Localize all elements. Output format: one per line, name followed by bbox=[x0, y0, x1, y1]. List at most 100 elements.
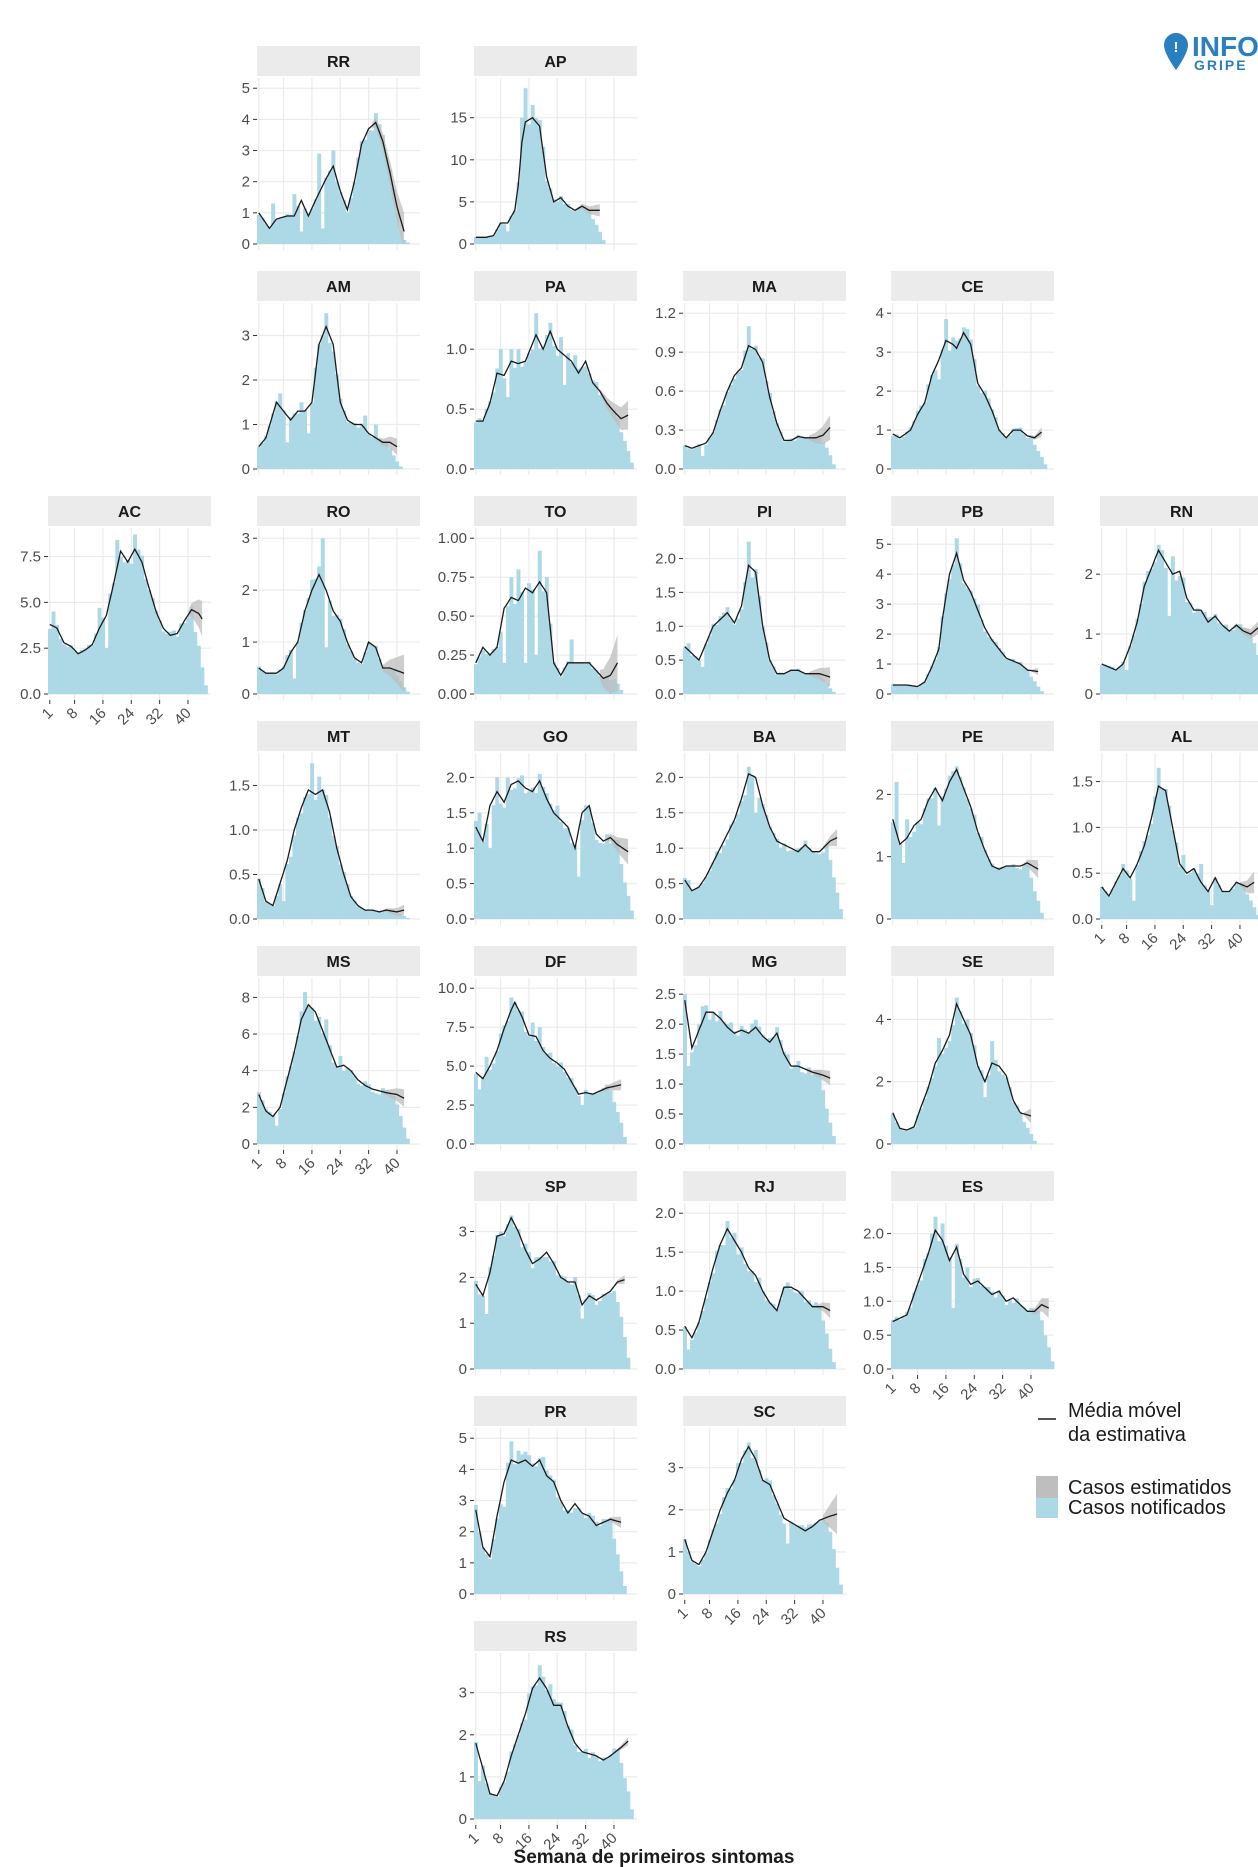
bar-notified bbox=[1018, 1113, 1023, 1144]
bar-notified bbox=[474, 1742, 478, 1819]
bar-notified bbox=[544, 1053, 549, 1144]
bar-notified bbox=[285, 442, 290, 469]
bar-notified bbox=[271, 906, 276, 919]
bar-notified bbox=[523, 1032, 528, 1144]
bar-notified bbox=[334, 1066, 339, 1144]
bar-notified bbox=[972, 598, 977, 694]
bar-notified bbox=[796, 848, 801, 919]
bar-notified bbox=[743, 350, 748, 469]
y-tick-label: 0 bbox=[242, 461, 250, 478]
bar-notified bbox=[739, 609, 744, 694]
bar-notified bbox=[919, 684, 924, 694]
bar-notified bbox=[718, 1245, 723, 1369]
y-tick-label: 1 bbox=[876, 656, 884, 673]
bar-notified bbox=[940, 1053, 945, 1144]
y-tick-label: 4 bbox=[242, 111, 250, 128]
bar-notified bbox=[555, 1066, 560, 1144]
bar-notified bbox=[523, 88, 528, 244]
bar-notified bbox=[530, 1268, 535, 1369]
bar-notified bbox=[979, 1285, 984, 1369]
bar-notified bbox=[405, 1138, 410, 1144]
bar-notified bbox=[760, 626, 765, 694]
bar-notified bbox=[495, 777, 500, 919]
bar-notified bbox=[799, 1290, 804, 1369]
bar-notified bbox=[915, 1285, 920, 1369]
moving-average-line bbox=[475, 1000, 622, 1095]
bar-notified bbox=[1238, 623, 1243, 694]
bar-notified bbox=[796, 668, 801, 694]
bar-notified bbox=[267, 903, 272, 919]
y-tick-label: 0.5 bbox=[655, 1106, 676, 1123]
bar-notified bbox=[1029, 877, 1034, 919]
bar-notified bbox=[768, 1037, 772, 1144]
bar-notified bbox=[736, 618, 741, 694]
bar-notified bbox=[1000, 866, 1005, 919]
bar-notified bbox=[281, 901, 286, 919]
bar-notified bbox=[264, 901, 269, 919]
bar-notified bbox=[1015, 662, 1019, 694]
bar-notified bbox=[594, 1521, 599, 1594]
y-tick-label: 0 bbox=[668, 1586, 676, 1603]
y-tick-label: 2 bbox=[242, 174, 250, 191]
bar-notified bbox=[817, 1069, 822, 1144]
bar-notified bbox=[474, 1504, 478, 1594]
bar-notified bbox=[764, 642, 769, 694]
bar-notified bbox=[1007, 866, 1012, 919]
bar-notified bbox=[288, 1066, 293, 1144]
bar-notified bbox=[384, 157, 389, 244]
bar-notified bbox=[150, 597, 155, 694]
bar-notified bbox=[764, 1039, 769, 1144]
bar-notified bbox=[1142, 841, 1147, 919]
facet-title: MA bbox=[752, 279, 777, 296]
moving-average-line bbox=[684, 772, 838, 892]
bar-notified bbox=[894, 684, 899, 694]
bar-notified bbox=[580, 1513, 585, 1594]
bar-notified bbox=[1199, 610, 1204, 694]
facet-title: ES bbox=[962, 1179, 984, 1196]
bar-notified bbox=[683, 877, 687, 919]
bar-notified bbox=[986, 1286, 991, 1369]
bar-notified bbox=[352, 182, 357, 244]
bar-notified bbox=[1241, 884, 1246, 919]
bar-notified bbox=[62, 644, 67, 694]
bar-notified bbox=[125, 559, 130, 694]
bar-notified bbox=[523, 361, 528, 469]
bar-notified bbox=[317, 776, 322, 919]
bar-notified bbox=[796, 1293, 801, 1369]
bar-notified bbox=[481, 650, 486, 694]
bar-notified bbox=[1100, 665, 1104, 694]
bar-notified bbox=[327, 342, 332, 469]
bar-notified bbox=[704, 1552, 709, 1594]
bar-notified bbox=[594, 670, 599, 694]
bar-notified bbox=[1231, 888, 1236, 919]
facet-strip bbox=[891, 496, 1054, 526]
bar-notified bbox=[512, 1464, 517, 1594]
bar-notified bbox=[520, 775, 525, 919]
y-tick-label: 0 bbox=[459, 1361, 467, 1378]
facet-strip bbox=[683, 946, 846, 976]
bar-notified bbox=[285, 1076, 290, 1144]
bar-notified bbox=[828, 455, 833, 469]
bar-notified bbox=[803, 436, 808, 469]
bar-notified bbox=[1227, 891, 1232, 919]
facet-rr: RR 0 1 2 3 4 5 bbox=[242, 46, 420, 253]
bar-notified bbox=[954, 340, 959, 469]
y-tick-label: 3 bbox=[242, 327, 250, 344]
bar-notified bbox=[559, 1501, 563, 1594]
bar-notified bbox=[555, 201, 560, 244]
bar-notified bbox=[1248, 631, 1253, 694]
y-tick-label: 2.0 bbox=[446, 769, 467, 786]
x-tick-label: 8 bbox=[63, 705, 81, 723]
bar-notified bbox=[274, 1125, 279, 1144]
bar-notified bbox=[990, 1291, 995, 1369]
bar-notified bbox=[182, 622, 187, 694]
bar-notified bbox=[683, 445, 687, 469]
bar-notified bbox=[778, 672, 783, 694]
bar-notified bbox=[608, 1090, 613, 1144]
y-tick-label: 0.0 bbox=[655, 911, 676, 928]
bar-notified bbox=[520, 1723, 525, 1819]
bar-notified bbox=[929, 1078, 934, 1144]
bar-notified bbox=[707, 1539, 712, 1594]
bar-notified bbox=[714, 624, 719, 694]
bar-notified bbox=[1209, 616, 1214, 694]
